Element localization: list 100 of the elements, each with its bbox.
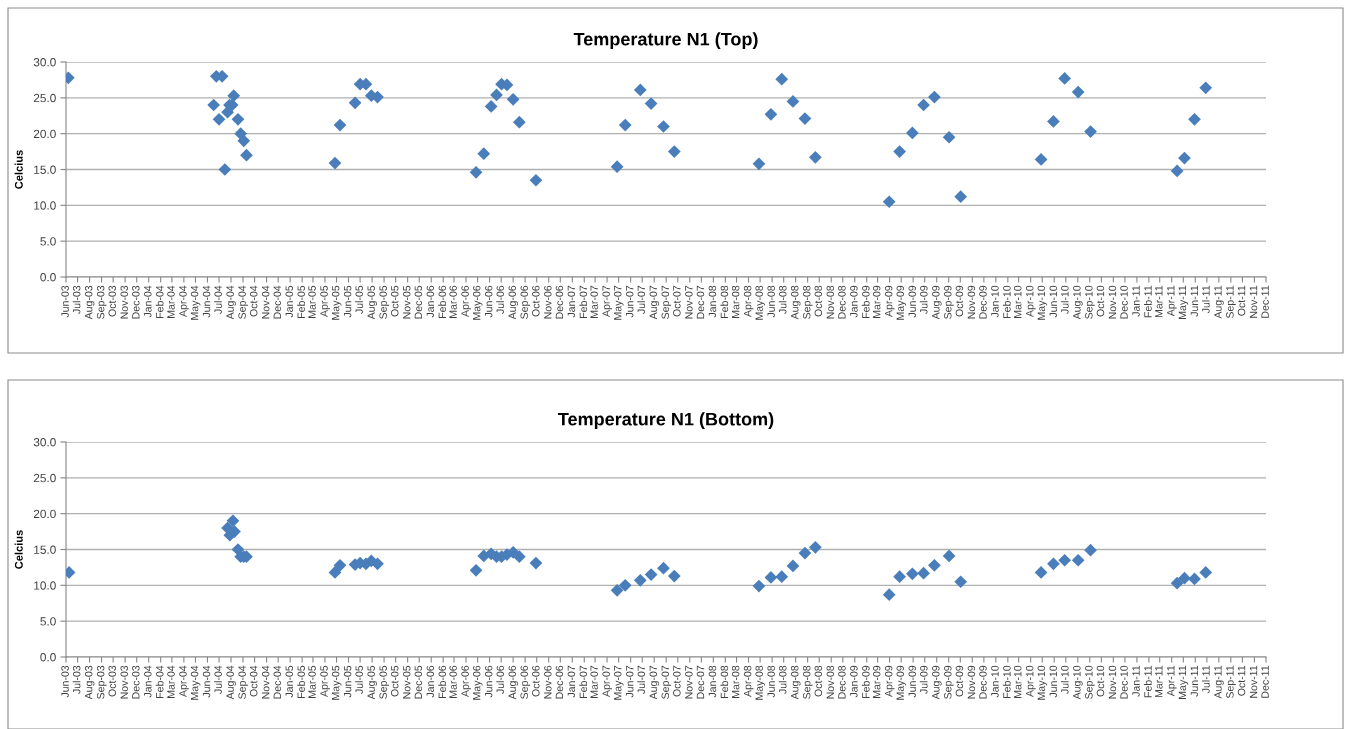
point: [657, 561, 670, 575]
point: [882, 195, 896, 209]
point: [1188, 112, 1201, 126]
x-tick-label: Jun-06: [484, 665, 493, 698]
x-tick-label: Oct-07: [673, 665, 681, 697]
x-tick-label: Mar-04: [167, 665, 175, 698]
x-tick-label: Mar-07: [590, 285, 598, 318]
x-tick-label: Feb-10: [1002, 285, 1011, 318]
x-tick-label: May-06: [472, 285, 483, 320]
x-tick-label: Aug-10: [1073, 665, 1083, 700]
x-tick-label: Sep-11: [1226, 285, 1236, 319]
point: [893, 570, 906, 584]
x-tick-label: Jul-10: [1060, 665, 1069, 694]
x-tick-label: Sep-07: [661, 285, 672, 319]
point: [644, 97, 658, 110]
x-tick-label: Oct-11: [1237, 285, 1246, 316]
x-tick-label: May-07: [614, 665, 624, 700]
x-tick-label: Mar-08: [731, 285, 740, 318]
x-tick-label: Jul-05: [355, 665, 363, 694]
x-tick-label: Mar-10: [1014, 285, 1022, 318]
x-tick-label: May-10: [1037, 665, 1048, 700]
y-tick-label: 15.0: [34, 545, 56, 554]
y-tick-label: 10.0: [34, 581, 56, 590]
x-tick-label: Feb-08: [720, 665, 729, 698]
x-tick-label: Jan-08: [708, 285, 717, 318]
point: [1170, 576, 1184, 590]
x-tick-label: Apr-05: [320, 665, 330, 697]
x-tick-label: Mar-06: [449, 285, 457, 318]
x-tick-label: Feb-07: [579, 665, 588, 698]
point: [752, 579, 766, 593]
y-tick-label: 0.0: [40, 653, 56, 662]
point: [328, 156, 342, 170]
x-tick-label: Jun-10: [1049, 285, 1058, 318]
x-tick-label: Jun-05: [343, 285, 352, 318]
x-tick-label: Jan-10: [991, 665, 999, 698]
x-tick-label: Apr-07: [602, 285, 612, 317]
x-tick-label: Jul-05: [355, 285, 363, 314]
point: [333, 118, 347, 132]
x-tick-label: Jul-03: [72, 285, 81, 314]
x-tick-label: Jun-08: [767, 665, 775, 698]
x-tick-label: Dec-08: [838, 665, 846, 699]
x-tick-label: Aug-07: [649, 665, 660, 700]
x-tick-label: Nov-07: [685, 285, 693, 319]
x-tick-label: Sep-08: [803, 665, 813, 699]
x-tick-label: Dec-07: [696, 665, 705, 699]
x-tick-label: May-09: [896, 285, 907, 320]
point: [809, 540, 822, 554]
x-tick-label: Sep-03: [96, 665, 107, 699]
y-tick-label: 0.0: [40, 273, 56, 282]
x-tick-label: Feb-05: [297, 285, 305, 318]
x-tick-label: Apr-09: [884, 665, 895, 697]
x-tick-label: Jul-04: [214, 285, 222, 314]
x-tick-label: Dec-09: [979, 285, 987, 319]
x-tick-label: May-06: [472, 665, 483, 700]
point: [618, 578, 632, 592]
point: [764, 107, 778, 121]
x-tick-label: Jul-06: [496, 285, 504, 314]
x-tick-label: Nov-11: [1249, 665, 1258, 698]
x-tick-label: Jul-09: [919, 665, 928, 694]
x-tick-label: Aug-09: [932, 285, 942, 320]
x-tick-label: Mar-06: [449, 665, 457, 698]
x-tick-label: Jan-07: [567, 665, 576, 698]
x-tick-label: Jul-11: [1201, 285, 1210, 314]
y-tick-label: 30.0: [33, 438, 56, 447]
x-tick-label: Aug-04: [226, 285, 236, 320]
x-tick-label: Dec-04: [273, 285, 282, 319]
point: [1170, 164, 1184, 178]
x-tick-label: Aug-11: [1214, 285, 1224, 319]
x-tick-label: Oct-07: [673, 285, 681, 317]
x-tick-label: Jul-04: [214, 665, 222, 694]
point: [1034, 566, 1048, 579]
x-tick-label: Mar-09: [872, 665, 881, 698]
chart-title: Temperature N1 (Top): [573, 32, 758, 50]
point: [893, 145, 906, 158]
x-tick-label: Dec-10: [1120, 665, 1128, 699]
x-tick-label: Nov-08: [826, 285, 835, 319]
point: [928, 558, 941, 572]
x-tick-label: Dec-11: [1261, 285, 1269, 318]
x-tick-label: Jan-04: [144, 665, 152, 698]
x-tick-label: Jun-05: [343, 665, 352, 698]
x-tick-label: Apr-04: [179, 665, 189, 697]
point: [657, 120, 670, 133]
x-tick-label: Jul-03: [72, 665, 81, 694]
point: [1058, 72, 1072, 85]
x-tick-label: Nov-06: [544, 285, 552, 319]
x-tick-label: Nov-08: [826, 665, 835, 699]
x-tick-label: Dec-07: [696, 285, 705, 319]
point: [633, 83, 647, 97]
x-tick-label: Jan-04: [144, 285, 152, 318]
x-tick-label: Aug-03: [84, 285, 95, 320]
point: [610, 583, 624, 597]
x-tick-label: Jul-07: [637, 665, 646, 694]
x-tick-label: Jul-11: [1201, 665, 1210, 694]
point: [798, 112, 812, 125]
point: [529, 556, 543, 570]
x-tick-label: Dec-05: [414, 285, 423, 319]
x-tick-label: Jan-06: [426, 665, 435, 698]
x-tick-label: Jun-11: [1190, 285, 1199, 317]
x-tick-label: Jul-09: [919, 285, 928, 314]
x-tick-label: Feb-04: [155, 285, 164, 318]
